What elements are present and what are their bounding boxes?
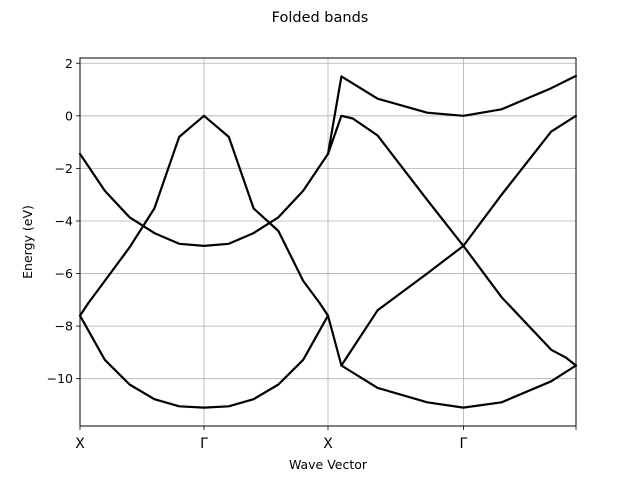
y-axis-label: Energy (eV)	[20, 205, 35, 279]
x-tick-label: X	[75, 436, 85, 452]
band-line-4	[326, 74, 578, 155]
x-tick-label: Γ	[200, 436, 208, 452]
y-tick-label: −2	[55, 161, 73, 176]
chart-title: Folded bands	[272, 10, 369, 26]
band-line-7	[340, 364, 578, 409]
y-tick-label: 2	[65, 56, 73, 71]
band-line-5	[326, 114, 578, 367]
x-tick-label: X	[323, 436, 333, 452]
x-tick-label: Γ	[460, 436, 468, 452]
band-line-1	[78, 114, 330, 317]
y-axis-ticks: 2 0 −2 −4 −6 −8 −10	[47, 56, 80, 386]
y-tick-label: 0	[65, 108, 73, 123]
x-axis-label: Wave Vector	[289, 457, 368, 472]
y-tick-label: −8	[55, 319, 73, 334]
band-line-6	[326, 114, 578, 367]
band-line-2	[78, 152, 330, 247]
band-line-3	[78, 314, 330, 409]
y-tick-label: −10	[47, 371, 73, 386]
y-tick-label: −6	[55, 266, 73, 281]
y-tick-label: −4	[55, 213, 73, 228]
band-lines	[78, 74, 578, 409]
grid-lines	[79, 58, 577, 426]
